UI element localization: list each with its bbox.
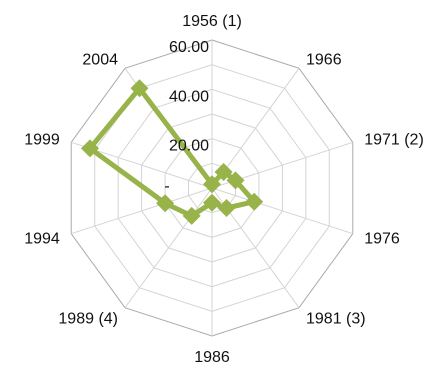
grid-spoke xyxy=(211,187,353,235)
category-label: 1999 xyxy=(24,132,60,149)
center-label: - xyxy=(164,178,169,195)
radial-tick-label: 40.00 xyxy=(169,88,209,105)
data-point xyxy=(130,79,149,98)
data-point xyxy=(203,193,221,212)
data-point xyxy=(245,192,264,211)
category-label: 1956 (1) xyxy=(182,13,242,30)
category-label: 1971 (2) xyxy=(364,132,424,149)
category-labels: 1956 (1) 1966 1971 (2) 1976 1981 (3) 1986 1989… xyxy=(24,13,424,366)
data-point xyxy=(182,206,201,225)
radial-tick-label: 60.00 xyxy=(169,39,209,56)
data-point xyxy=(156,194,175,213)
category-label: 1994 xyxy=(24,230,60,247)
data-point xyxy=(226,171,245,190)
radial-tick-label: 20.00 xyxy=(169,138,209,155)
radial-tick-labels: 20.00 40.00 60.00 xyxy=(169,39,209,155)
category-label: 1966 xyxy=(306,52,342,69)
grid-spoke xyxy=(124,187,213,308)
grid-spoke xyxy=(71,187,213,235)
category-label: 1976 xyxy=(364,230,400,247)
data-point xyxy=(217,199,236,217)
category-label: 1989 (4) xyxy=(58,310,118,327)
category-label: 1981 (3) xyxy=(306,310,366,327)
category-label: 2004 xyxy=(82,52,118,69)
data-series xyxy=(81,79,264,225)
data-point xyxy=(214,163,233,181)
data-point xyxy=(81,139,99,158)
data-point xyxy=(203,175,221,194)
category-label: 1986 xyxy=(194,349,230,366)
